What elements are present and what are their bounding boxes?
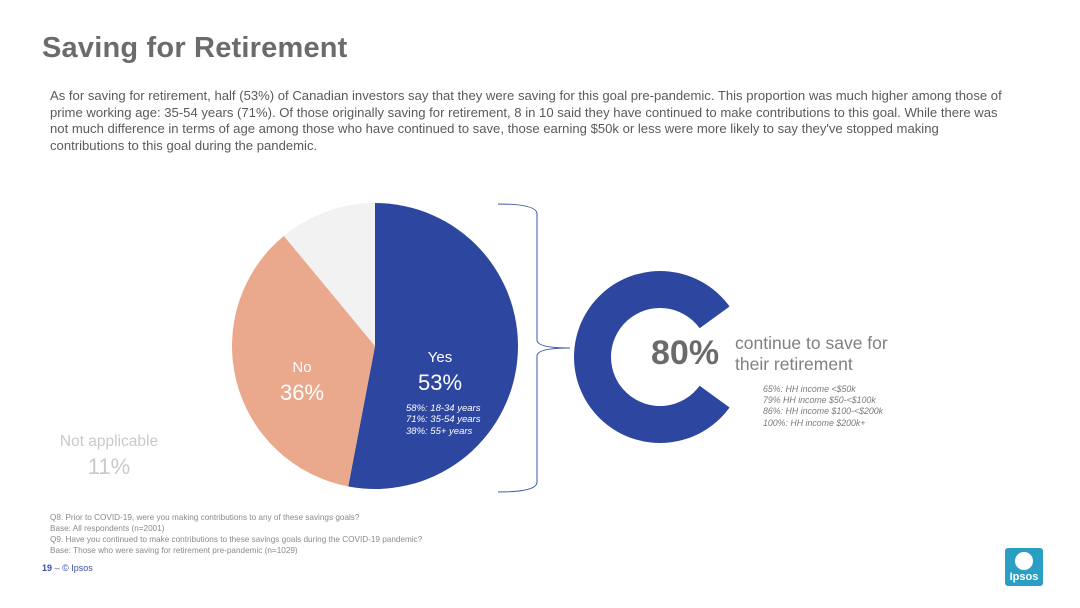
gauge-arc <box>574 270 730 443</box>
no-category-label: No <box>292 359 312 376</box>
income-note-100-200k: 86%: HH income $100-<$200k <box>763 406 884 417</box>
footnote-q9: Q9. Have you continued to make contribut… <box>50 534 423 544</box>
page-title: Saving for Retirement <box>42 32 348 64</box>
yes-note-18-34: 58%: 18-34 years <box>406 403 481 414</box>
question-footnotes: Q8. Prior to COVID-19, were you making c… <box>50 513 422 557</box>
yes-category-label: Yes <box>427 349 453 366</box>
pie-slice-no <box>232 235 375 487</box>
page-number: 19 <box>42 563 53 573</box>
gauge-percent-label: 80% <box>651 334 720 372</box>
page-footer: 19 – © Ipsos <box>42 563 93 573</box>
na-category-label: Not applicable <box>59 433 159 450</box>
footnote-q9-base: Base: Those who were saving for retireme… <box>50 545 298 555</box>
copyright: © Ipsos <box>62 563 93 573</box>
pie-yes-label: Yes 53% <box>398 349 482 396</box>
income-notes: 65%: HH income <$50k 79% HH income $50-<… <box>763 384 883 429</box>
income-note-200k-plus: 100%: HH income $200k+ <box>763 417 866 428</box>
gauge-caption: continue to save for their retirement <box>735 333 888 374</box>
logo-mark-icon <box>1015 552 1033 570</box>
yes-note-35-54: 71%: 35-54 years <box>406 414 481 426</box>
no-percent-label: 36% <box>279 380 325 405</box>
yes-note-55-plus: 38%: 55+ years <box>406 425 473 437</box>
income-note-under-50k: 65%: HH income <$50k <box>763 384 856 394</box>
pie-slice-yes <box>348 203 519 489</box>
pie-slice-not-applicable <box>283 203 375 346</box>
yes-percent-label: 53% <box>417 370 463 395</box>
footer-separator: – <box>54 563 60 573</box>
footnote-q8-base: Base: All respondents (n=2001) <box>50 523 165 533</box>
na-percent-label: 11% <box>87 454 131 479</box>
pie-not-applicable-label: Not applicable 11% <box>50 433 168 480</box>
pie-no-label: No 36% <box>265 359 339 406</box>
intro-paragraph: As for saving for retirement, half (53%)… <box>50 88 1002 153</box>
income-note-50-100k: 79% HH income $50-<$100k <box>763 395 876 406</box>
yes-age-notes: 58%: 18-34 years 71%: 35-54 years 38%: 5… <box>406 403 480 437</box>
logo-text: Ipsos <box>1009 571 1039 583</box>
ipsos-logo: Ipsos <box>1005 548 1043 586</box>
footnote-q8: Q8. Prior to COVID-19, were you making c… <box>50 513 360 522</box>
